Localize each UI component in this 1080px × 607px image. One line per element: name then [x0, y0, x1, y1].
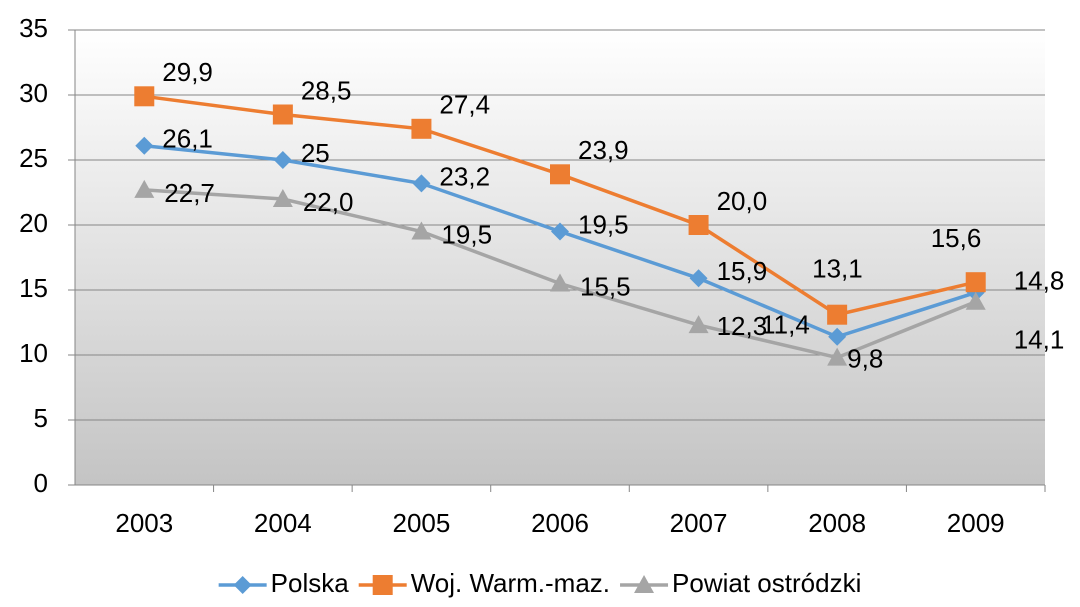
data-label: 12,3 [717, 311, 768, 341]
data-label: 15,6 [931, 223, 982, 253]
marker [688, 215, 709, 235]
y-tick-label: 25 [19, 143, 48, 173]
marker [372, 575, 393, 595]
marker [965, 272, 986, 293]
y-tick-label: 0 [34, 468, 48, 498]
y-tick-label: 35 [19, 13, 48, 43]
marker [272, 104, 293, 125]
data-label: 26,1 [162, 124, 213, 154]
data-label: 19,5 [441, 219, 492, 249]
data-label: 22,0 [303, 187, 354, 217]
y-tick-label: 30 [19, 78, 48, 108]
legend-label: Polska [271, 568, 350, 598]
y-tick-label: 15 [19, 273, 48, 303]
data-label: 28,5 [301, 75, 352, 105]
marker [550, 273, 570, 292]
data-label: 9,8 [847, 343, 883, 373]
marker [550, 164, 570, 185]
data-label: 29,9 [162, 57, 213, 87]
marker [134, 179, 155, 198]
marker [273, 151, 292, 169]
marker [965, 291, 986, 310]
marker [135, 136, 154, 155]
data-label: 23,9 [578, 135, 629, 165]
data-label: 20,0 [717, 186, 768, 216]
marker [272, 189, 293, 207]
y-tick-label: 5 [34, 403, 48, 433]
x-tick-label: 2005 [393, 508, 451, 538]
data-label: 22,7 [164, 178, 215, 208]
legend-label: Woj. Warm.-maz. [411, 568, 610, 598]
data-label: 19,5 [578, 209, 629, 239]
marker [827, 304, 848, 325]
data-label: 15,9 [717, 256, 768, 286]
marker [689, 269, 708, 288]
x-tick-label: 2006 [531, 508, 589, 538]
marker [411, 221, 432, 240]
marker [233, 576, 252, 594]
marker [828, 327, 847, 346]
data-label: 11,4 [761, 310, 810, 340]
data-label: 27,4 [439, 90, 490, 120]
x-tick-label: 2008 [808, 508, 866, 538]
marker [827, 347, 848, 366]
legend-label: Powiat ostródzki [672, 568, 861, 598]
marker [411, 118, 432, 139]
x-tick-label: 2004 [254, 508, 312, 538]
data-label: 23,2 [439, 161, 490, 191]
marker [551, 222, 569, 241]
plot-area [75, 30, 1045, 485]
data-label: 13,1 [812, 254, 863, 284]
marker [134, 86, 155, 107]
data-label: 14,8 [1014, 265, 1065, 295]
data-label: 14,1 [1014, 325, 1065, 355]
x-tick-label: 2009 [947, 508, 1005, 538]
legend: Polska Woj. Warm.-maz. Powiat ostródzki [218, 568, 861, 598]
x-tick-label: 2007 [670, 508, 728, 538]
marker [688, 315, 709, 334]
marker [634, 575, 655, 593]
y-tick-label: 20 [19, 208, 48, 238]
marker [412, 174, 431, 193]
x-tick-label: 2003 [115, 508, 173, 538]
data-label: 15,5 [580, 271, 631, 301]
data-label: 25 [301, 138, 330, 168]
y-tick-label: 10 [19, 338, 48, 368]
